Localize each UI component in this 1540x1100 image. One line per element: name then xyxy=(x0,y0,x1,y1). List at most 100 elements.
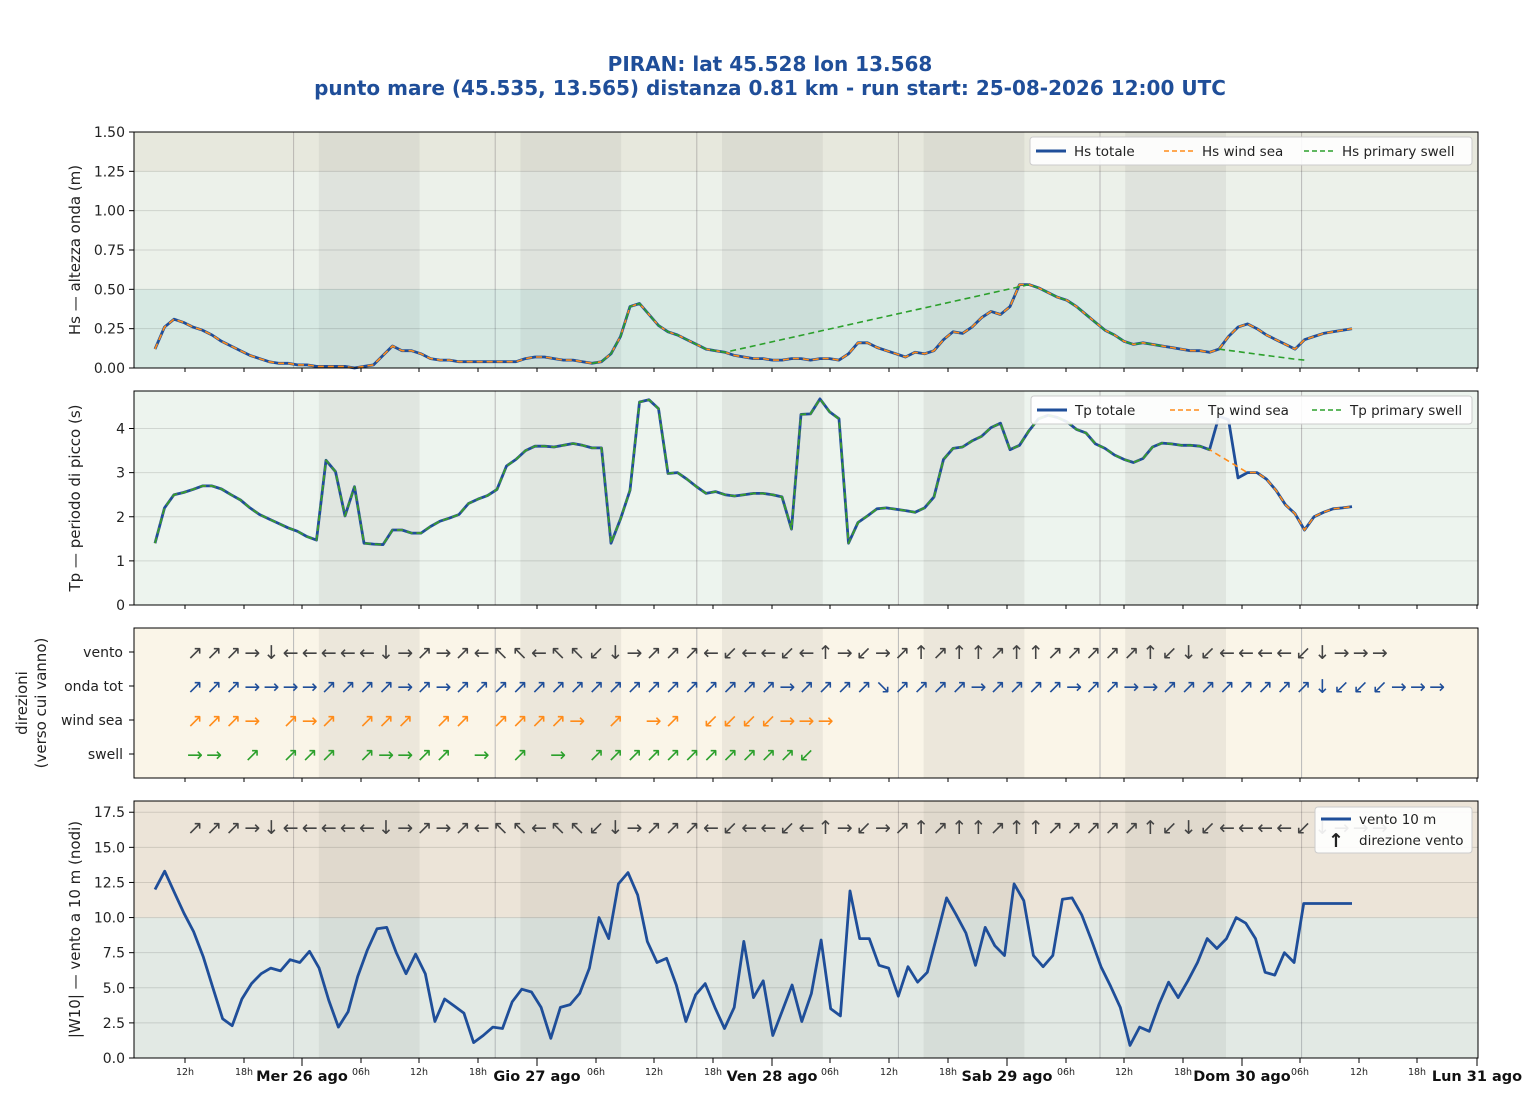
x-hour-label: 18h xyxy=(235,1067,253,1078)
direction-arrow: ↓ xyxy=(263,642,279,664)
direction-arrow: ↙ xyxy=(1200,642,1216,664)
direction-arrow: ↗ xyxy=(665,642,681,664)
wind-direction-arrow: ↗ xyxy=(187,817,203,839)
wind-direction-arrow: ↗ xyxy=(665,817,681,839)
direction-arrow: ↗ xyxy=(932,676,948,698)
y-tick-label: 10.0 xyxy=(94,911,125,927)
direction-arrow: → xyxy=(779,710,795,732)
y-tick-label: 0.0 xyxy=(103,1051,125,1067)
wind-direction-arrow: ↙ xyxy=(1200,817,1216,839)
wind-direction-arrow: ↓ xyxy=(1181,817,1197,839)
wind-direction-arrow: ↖ xyxy=(512,817,528,839)
direction-arrow: ↙ xyxy=(760,710,776,732)
direction-row-label: onda tot xyxy=(64,679,123,695)
direction-arrow: → xyxy=(1123,676,1139,698)
legend-label: Hs primary swell xyxy=(1342,144,1454,160)
x-hour-label: 06h xyxy=(352,1067,370,1078)
panel-background xyxy=(134,801,1478,1058)
y-tick-label: 7.5 xyxy=(103,946,125,962)
x-hour-label: 06h xyxy=(1291,1067,1309,1078)
direction-arrow: → xyxy=(799,710,815,732)
direction-arrow: ↗ xyxy=(187,642,203,664)
direction-arrow: ↗ xyxy=(340,676,356,698)
y-tick-label: 15.0 xyxy=(94,840,125,856)
direction-arrow: ↗ xyxy=(359,744,375,766)
wind-direction-arrow: ↗ xyxy=(894,817,910,839)
night-band xyxy=(520,628,622,778)
tp-swell-line xyxy=(154,398,1210,546)
direction-arrow: ↗ xyxy=(990,676,1006,698)
direction-arrow: ↗ xyxy=(607,744,623,766)
direction-arrow: ↗ xyxy=(378,676,394,698)
direction-arrow: ↙ xyxy=(1334,676,1350,698)
wind-direction-arrow: → xyxy=(397,817,413,839)
direction-arrow: ← xyxy=(474,642,490,664)
direction-arrow: ↗ xyxy=(894,642,910,664)
light-wind-zone xyxy=(134,917,1478,1058)
direction-arrow: ← xyxy=(283,642,299,664)
direction-arrow: ↗ xyxy=(588,744,604,766)
panel-background xyxy=(134,628,1478,778)
wind-direction-arrow: ↗ xyxy=(684,817,700,839)
wind-direction-arrow: ↙ xyxy=(1295,817,1311,839)
direction-arrow: ↑ xyxy=(913,642,929,664)
night-band xyxy=(520,391,622,605)
y-tick-label: 1.50 xyxy=(94,125,125,141)
direction-arrow: ← xyxy=(321,642,337,664)
direction-arrow: ↗ xyxy=(550,676,566,698)
direction-arrow: ↗ xyxy=(225,676,241,698)
direction-arrow: ↗ xyxy=(531,710,547,732)
legend-box xyxy=(1030,395,1473,425)
direction-arrow: ↗ xyxy=(856,676,872,698)
wind-direction-arrow: ↙ xyxy=(856,817,872,839)
direction-arrow: ↗ xyxy=(1085,642,1101,664)
direction-arrow: ↗ xyxy=(684,676,700,698)
direction-arrow: ↗ xyxy=(646,642,662,664)
direction-arrow: ↗ xyxy=(569,676,585,698)
wind-direction-arrow: ← xyxy=(1238,817,1254,839)
wind-direction-arrow: ← xyxy=(703,817,719,839)
direction-arrow: ↗ xyxy=(455,642,471,664)
direction-arrow: ↗ xyxy=(512,676,528,698)
x-day-label: Dom 30 ago xyxy=(1193,1069,1291,1085)
direction-arrow: ↗ xyxy=(435,710,451,732)
direction-arrow: ↗ xyxy=(607,676,623,698)
hs-panel: 0.00 0.25 0.50 0.75 1.00 1.25 1.50 Hs — altezza… xyxy=(66,125,1479,377)
direction-arrow: → xyxy=(1410,676,1426,698)
wind-direction-arrow: ↗ xyxy=(1085,817,1101,839)
wind-direction-arrow: ↗ xyxy=(646,817,662,839)
direction-arrow: ↗ xyxy=(607,710,623,732)
direction-arrow: → xyxy=(435,676,451,698)
direction-arrow: → xyxy=(1066,676,1082,698)
direction-arrow: ↗ xyxy=(493,676,509,698)
wind-direction-arrow: ← xyxy=(321,817,337,839)
direction-arrow: ← xyxy=(799,642,815,664)
direction-arrow: ↓ xyxy=(1314,642,1330,664)
y-axis-label: |W10| — vento a 10 m (nodi) xyxy=(66,821,84,1038)
panel-frame xyxy=(133,131,1479,369)
wind-panel: 0.0 2.5 5.0 7.5 10.0 12.5 15.0 17.5 |W10| — vent… xyxy=(66,800,1479,1067)
wind-direction-arrow: ← xyxy=(741,817,757,839)
direction-arrow: ↗ xyxy=(684,744,700,766)
wind-direction-arrow: ↑ xyxy=(913,817,929,839)
hs-swell-line xyxy=(591,283,1163,365)
direction-arrow: → xyxy=(435,642,451,664)
direction-arrow: ↗ xyxy=(416,676,432,698)
night-band xyxy=(1125,801,1226,1058)
x-day-label: Mer 26 ago xyxy=(256,1069,348,1085)
y-tick-label: 2.5 xyxy=(103,1016,125,1032)
direction-arrow: ↑ xyxy=(1028,642,1044,664)
wind-direction-arrow: ↖ xyxy=(550,817,566,839)
x-hour-label: 18h xyxy=(1408,1067,1426,1078)
wind-direction-arrow: ↙ xyxy=(722,817,738,839)
direction-arrow: ↙ xyxy=(1162,642,1178,664)
direction-arrow: → xyxy=(302,710,318,732)
direction-arrow: ↑ xyxy=(1143,642,1159,664)
direction-arrow: → xyxy=(397,642,413,664)
wind-direction-arrow: ↗ xyxy=(1047,817,1063,839)
direction-arrow: ↗ xyxy=(932,642,948,664)
direction-arrow: → xyxy=(646,710,662,732)
wind-direction-arrow: ↗ xyxy=(932,817,948,839)
wind-direction-arrow: → xyxy=(837,817,853,839)
direction-arrow: ↗ xyxy=(779,744,795,766)
